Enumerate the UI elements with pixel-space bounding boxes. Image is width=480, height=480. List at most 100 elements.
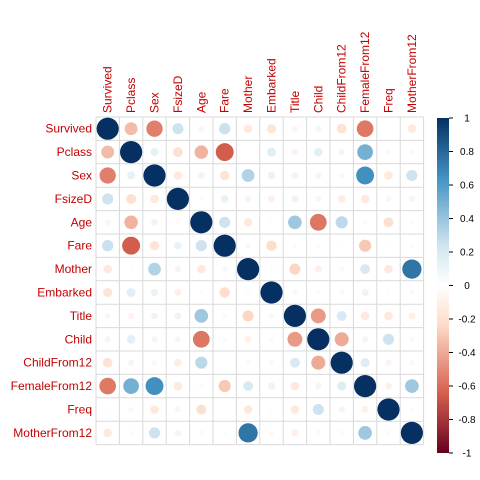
grid xyxy=(95,116,425,446)
row-label: FemaleFrom12 xyxy=(11,379,93,393)
correlation-circle xyxy=(269,267,274,272)
correlation-circle xyxy=(103,264,112,274)
correlation-circle xyxy=(290,405,300,414)
correlation-circle xyxy=(384,311,393,321)
correlation-circle xyxy=(99,377,117,395)
correlation-circle xyxy=(267,195,276,203)
correlation-circle xyxy=(408,195,416,203)
colorbar-tick-label: 0 xyxy=(464,281,470,292)
column-label: Age xyxy=(194,91,208,113)
correlation-circle xyxy=(315,382,322,390)
correlation-circle xyxy=(99,167,116,184)
correlation-circle xyxy=(288,215,302,230)
correlation-circle xyxy=(335,216,348,229)
correlation-circle xyxy=(194,145,209,159)
correlation-circle xyxy=(174,358,182,367)
correlation-circle xyxy=(362,219,368,225)
column-label: FemaleFrom12 xyxy=(358,31,372,113)
colorbar-tick-label: 1 xyxy=(464,114,470,125)
column-label: Fare xyxy=(218,88,232,113)
column-label: Title xyxy=(288,90,302,113)
correlation-circle xyxy=(127,312,135,320)
correlation-circle xyxy=(246,290,251,295)
correlation-circle xyxy=(360,358,370,368)
correlation-circle xyxy=(222,430,227,435)
correlation-circle xyxy=(122,236,141,255)
correlation-circle xyxy=(245,360,251,366)
correlation-circle xyxy=(361,288,369,297)
correlation-circle xyxy=(198,125,205,132)
row-label: Title xyxy=(70,309,93,323)
correlation-circle xyxy=(330,351,353,374)
correlation-circle xyxy=(173,171,183,180)
correlation-circle xyxy=(382,333,395,345)
correlation-circle xyxy=(269,360,274,366)
correlation-circle xyxy=(148,427,161,439)
correlation-circle xyxy=(315,195,322,202)
correlation-circle xyxy=(338,148,345,156)
correlation-circle xyxy=(243,218,253,227)
correlation-circle xyxy=(386,127,391,131)
correlation-circle xyxy=(102,193,114,205)
correlation-circle xyxy=(102,357,113,368)
correlation-circle xyxy=(96,117,119,140)
correlation-circle xyxy=(148,262,161,276)
column-label: ChildFrom12 xyxy=(335,44,349,113)
row-label: Pclass xyxy=(57,145,92,159)
correlation-circle xyxy=(143,164,166,187)
correlation-circle xyxy=(268,313,275,319)
correlation-circle xyxy=(409,290,415,295)
correlation-circle xyxy=(356,120,374,138)
correlation-circle xyxy=(222,313,227,319)
correlation-circle xyxy=(126,288,136,297)
correlation-circle xyxy=(151,312,158,320)
correlation-circle xyxy=(409,336,415,342)
correlation-circle xyxy=(199,290,204,295)
correlation-circle xyxy=(309,213,327,231)
correlation-circle xyxy=(359,239,372,252)
correlation-circle xyxy=(243,405,253,414)
correlation-circle xyxy=(199,196,204,202)
column-label: Embarked xyxy=(265,58,279,113)
correlation-circle xyxy=(312,403,324,416)
correlation-circle xyxy=(222,336,228,342)
correlation-circle xyxy=(220,195,229,203)
correlation-circle xyxy=(311,355,326,370)
correlation-circle xyxy=(384,382,393,390)
correlation-circle xyxy=(269,220,274,225)
column-label: Freq xyxy=(382,88,396,113)
correlation-circle xyxy=(409,219,415,225)
correlation-circle xyxy=(124,122,138,136)
row-label: Embarked xyxy=(37,286,92,300)
correlation-circle xyxy=(409,149,415,155)
correlation-circle xyxy=(307,328,330,351)
correlation-circle xyxy=(102,240,114,252)
correlation-circle xyxy=(267,147,276,157)
correlation-circle xyxy=(377,398,400,421)
correlation-circle xyxy=(384,264,393,274)
correlation-circle xyxy=(244,195,252,203)
correlation-circle xyxy=(360,264,371,275)
correlation-circle xyxy=(337,195,346,203)
correlation-circle xyxy=(246,150,251,155)
correlation-circle xyxy=(289,263,301,275)
correlation-circle xyxy=(339,266,345,272)
correlation-circle xyxy=(315,430,321,436)
correlation-circle xyxy=(314,147,323,157)
correlation-circle xyxy=(103,287,113,298)
correlation-circle xyxy=(213,234,236,257)
correlation-circle xyxy=(106,407,110,412)
correlation-circle xyxy=(314,265,322,273)
colorbar-tick-label: -1 xyxy=(463,449,472,460)
colorbar-tick-label: -0.4 xyxy=(458,348,476,359)
correlation-circle xyxy=(127,171,136,180)
correlation-circle xyxy=(104,219,111,226)
correlation-circle xyxy=(150,194,159,204)
correlation-circle xyxy=(357,144,373,160)
correlation-circle xyxy=(241,169,255,182)
colorbar-tick-label: -0.8 xyxy=(458,415,476,426)
correlation-circle xyxy=(174,406,181,413)
correlation-circle xyxy=(243,381,254,392)
correlation-circle xyxy=(221,266,228,272)
correlation-circle xyxy=(337,381,347,391)
